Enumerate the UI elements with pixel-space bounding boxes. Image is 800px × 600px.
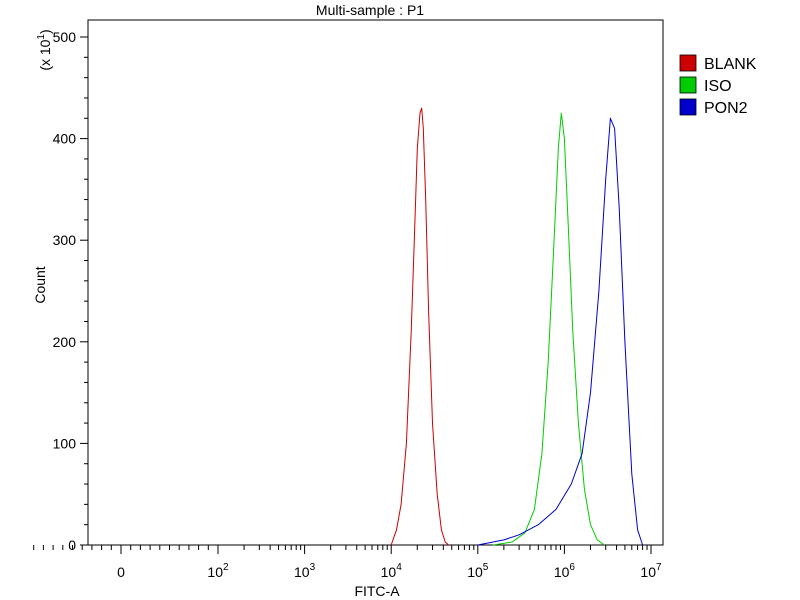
x-tick-label: 103 [294, 562, 316, 580]
legend-swatch-blank [679, 54, 697, 72]
y-axis: 0100200300400500 [53, 29, 88, 553]
x-tick-label: 0 [117, 564, 125, 580]
x-tick-label: 104 [381, 562, 403, 580]
y-tick-label: 400 [53, 131, 77, 147]
y-tick-label: 500 [53, 29, 77, 45]
plot-frame [87, 19, 664, 546]
y-tick-label: 100 [53, 435, 77, 451]
y-axis-title: Count [32, 266, 48, 303]
y-tick-label: 300 [53, 232, 77, 248]
series-line-iso [492, 112, 605, 546]
x-tick-label: 106 [554, 562, 576, 580]
legend-swatch-iso [679, 76, 697, 94]
legend-label-iso: ISO [704, 78, 732, 95]
y-tick-label: 200 [53, 334, 77, 350]
legend: BLANK ISO PON2 [679, 54, 757, 117]
x-axis: 0 102 103 104 105 106 107 [33, 545, 662, 580]
y-multiplier-close: ) [37, 29, 53, 34]
legend-label-blank: BLANK [704, 56, 757, 73]
series-line-blank [390, 107, 449, 546]
y-multiplier-exponent: 1 [36, 34, 47, 40]
svg-text:(x 101): (x 101) [36, 29, 53, 70]
series-layer [390, 107, 644, 546]
legend-swatch-pon2 [679, 98, 697, 116]
legend-label-pon2: PON2 [704, 100, 748, 117]
x-axis-title: FITC-A [354, 583, 400, 599]
x-tick-label: 107 [640, 562, 662, 580]
y-multiplier-label: (x 101) [36, 29, 53, 70]
chart-title: Multi-sample : P1 [316, 2, 424, 18]
x-tick-label: 102 [207, 562, 229, 580]
y-multiplier-text: (x 10 [37, 39, 53, 70]
series-line-pon2 [477, 117, 644, 546]
x-tick-label: 105 [467, 562, 489, 580]
